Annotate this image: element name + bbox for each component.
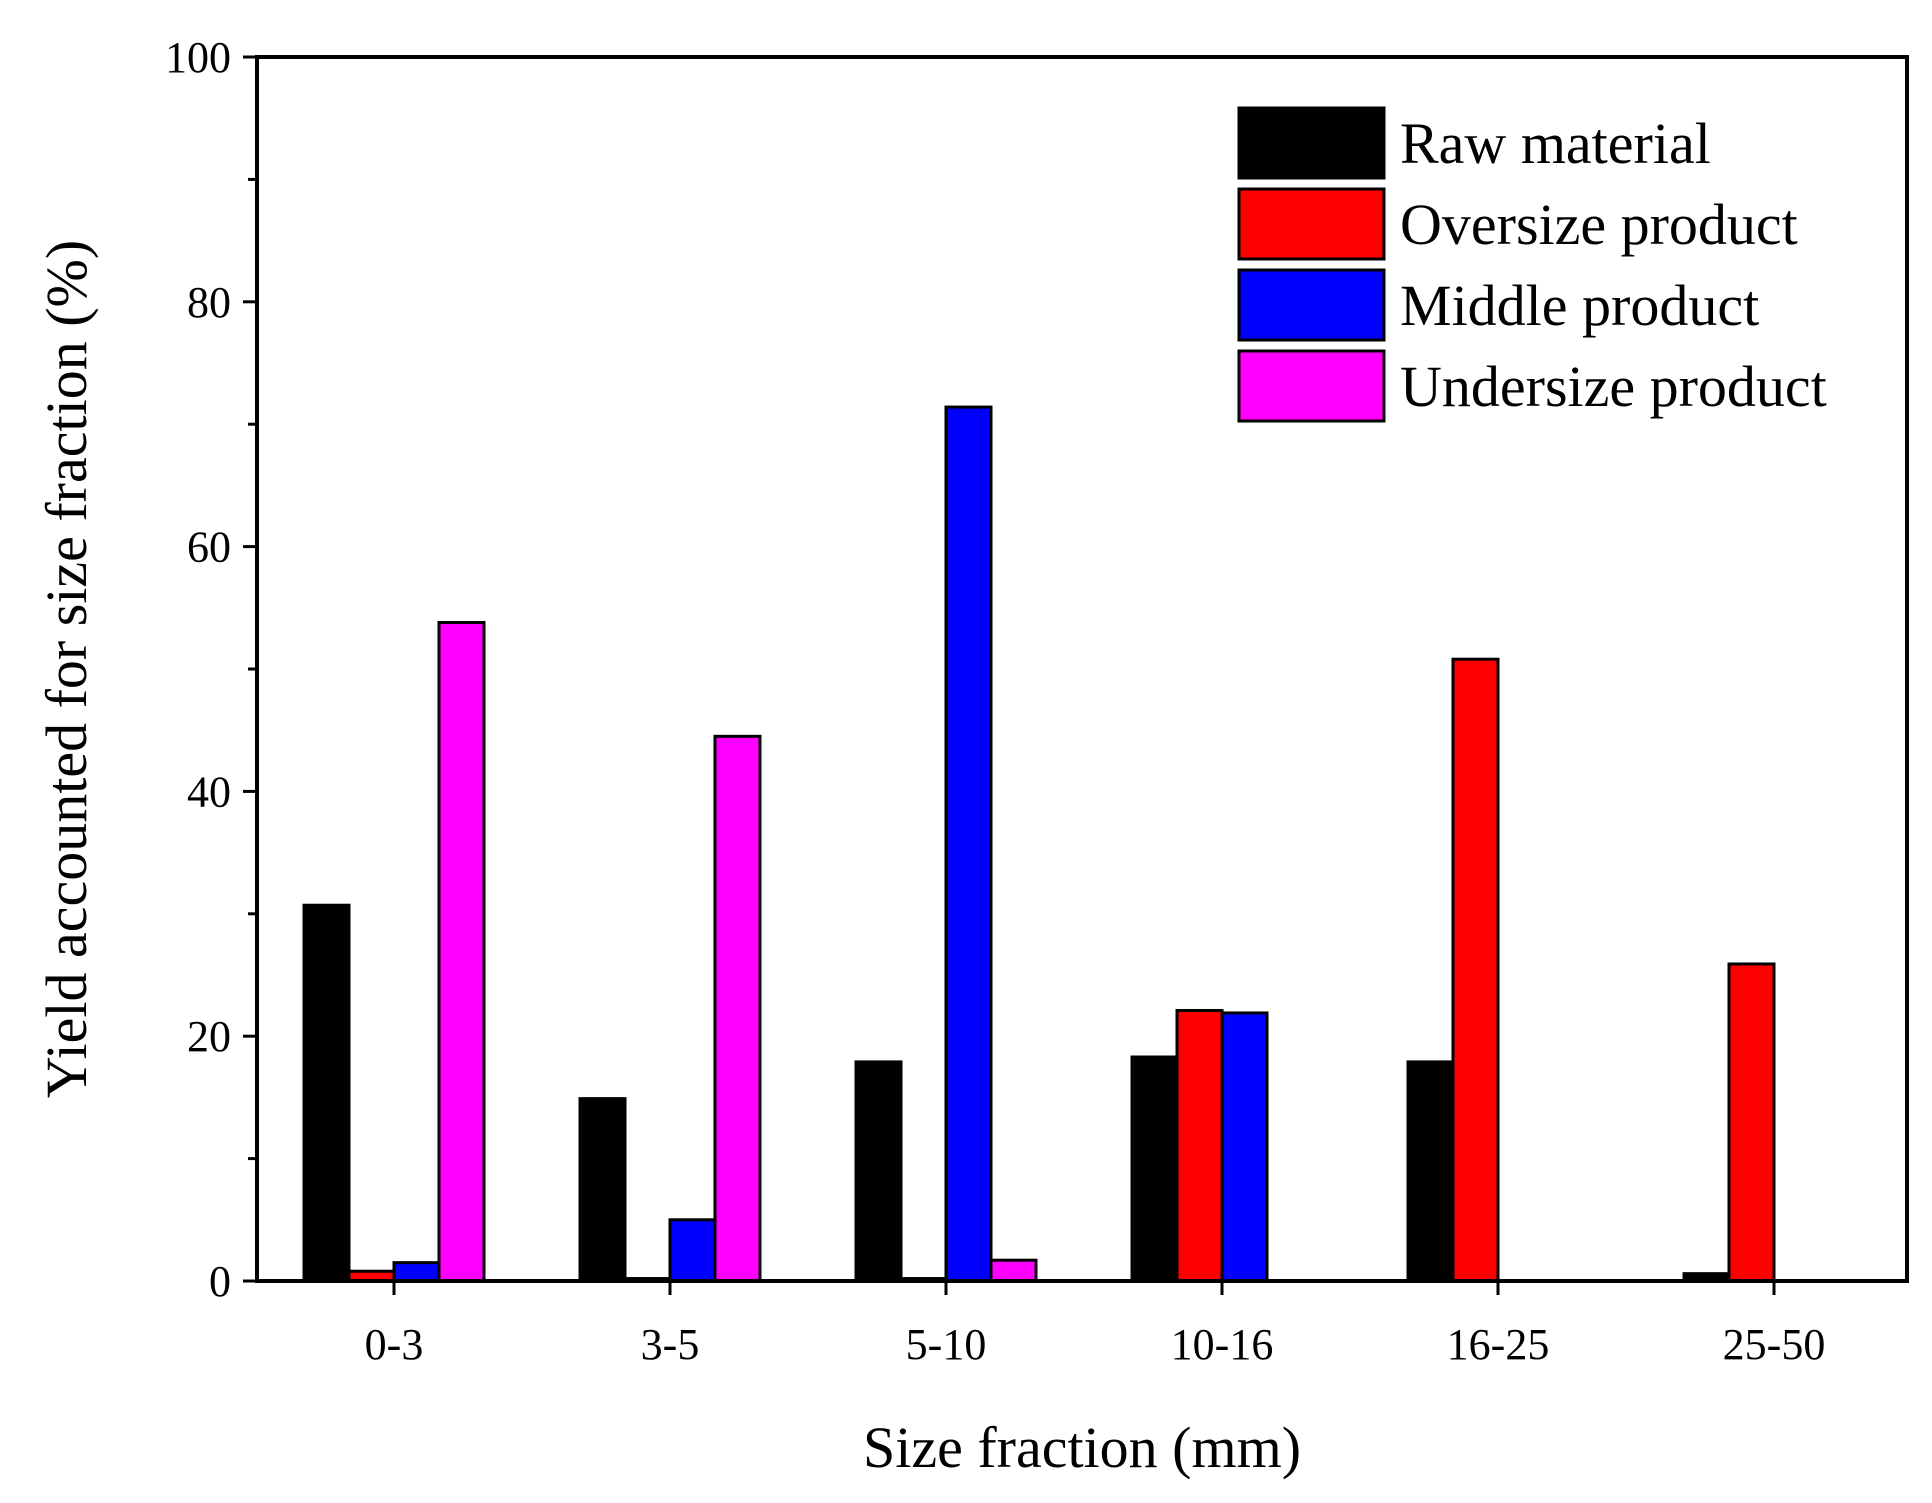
- x-tick-label-10-16: 10-16: [1171, 1320, 1274, 1369]
- bars-group: [302, 405, 1776, 1283]
- legend-swatch-middle-product: [1237, 268, 1386, 342]
- legend-label-oversize-product: Oversize product: [1400, 192, 1798, 257]
- bar-undersize-product-3-5: [713, 734, 762, 1283]
- bar-raw-material-10-16: [1130, 1055, 1179, 1283]
- legend-label-undersize-product: Undersize product: [1400, 354, 1827, 419]
- y-tick-labels: 0 20 40 60 80 100: [165, 33, 231, 1306]
- y-tick-label-100: 100: [165, 33, 231, 82]
- x-tick-label-0-3: 0-3: [365, 1320, 424, 1369]
- legend-swatch-oversize-product: [1237, 187, 1386, 261]
- y-tick-label-40: 40: [187, 767, 231, 816]
- bar-middle-product-0-3: [392, 1261, 441, 1283]
- bar-middle-product-5-10: [944, 405, 993, 1283]
- legend-swatch-raw-material: [1237, 106, 1386, 180]
- y-tick-label-60: 60: [187, 523, 231, 572]
- x-tick-labels: 0-3 3-5 5-10 10-16 16-25 25-50: [365, 1320, 1826, 1369]
- bar-undersize-product-5-10: [989, 1258, 1038, 1283]
- bar-undersize-product-0-3: [437, 620, 486, 1283]
- y-axis-title: Yield accounted for size fraction (%): [34, 240, 99, 1098]
- legend: Raw material Oversize product Middle produ…: [1237, 106, 1827, 423]
- bar-middle-product-10-16: [1220, 1011, 1269, 1283]
- bar-oversize-product-25-50: [1727, 962, 1776, 1283]
- bar-raw-material-16-25: [1406, 1060, 1455, 1283]
- y-tick-label-80: 80: [187, 278, 231, 327]
- legend-swatch-undersize-product: [1237, 349, 1386, 423]
- bar-raw-material-5-10: [854, 1060, 903, 1283]
- x-tick-label-5-10: 5-10: [906, 1320, 987, 1369]
- bar-oversize-product-16-25: [1451, 657, 1500, 1283]
- y-tick-label-20: 20: [187, 1012, 231, 1061]
- bar-raw-material-3-5: [578, 1097, 627, 1283]
- x-tick-label-16-25: 16-25: [1447, 1320, 1550, 1369]
- x-axis-title: Size fraction (mm): [863, 1415, 1301, 1480]
- legend-label-raw-material: Raw material: [1400, 111, 1711, 176]
- x-tick-label-25-50: 25-50: [1723, 1320, 1826, 1369]
- bar-middle-product-3-5: [668, 1218, 717, 1283]
- plot-frame: [255, 55, 1909, 1283]
- bar-oversize-product-10-16: [1175, 1008, 1224, 1283]
- legend-label-middle-product: Middle product: [1400, 273, 1759, 338]
- bar-raw-material-0-3: [302, 903, 351, 1283]
- x-tick-label-3-5: 3-5: [641, 1320, 700, 1369]
- y-tick-label-0: 0: [209, 1257, 231, 1306]
